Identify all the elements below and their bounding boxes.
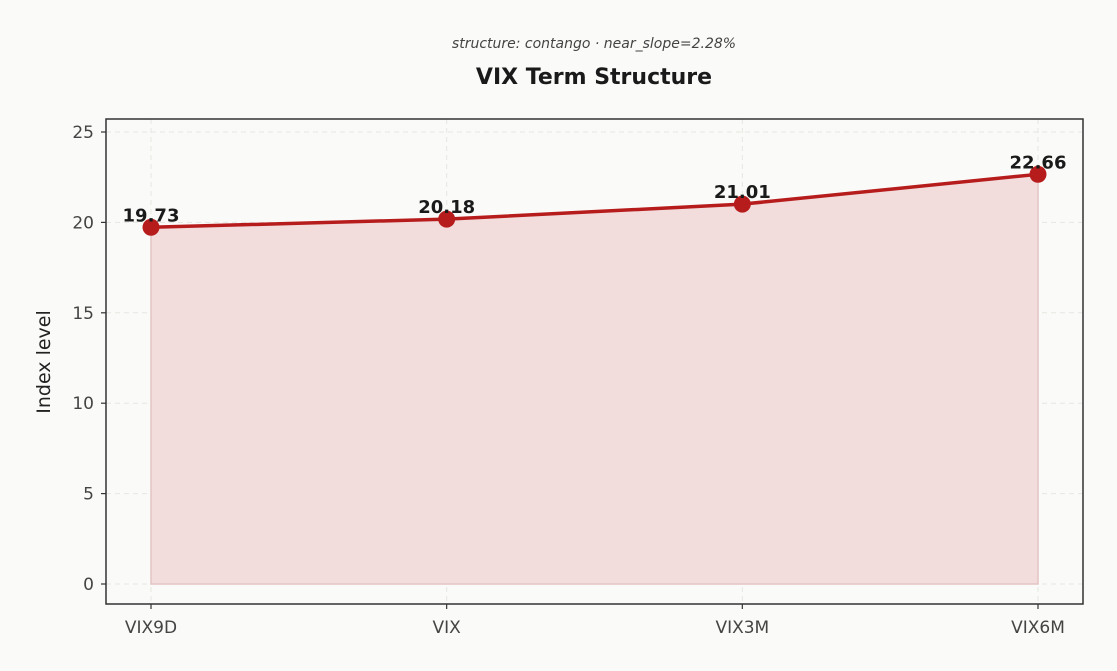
- data-label: 19.73: [123, 205, 180, 226]
- x-tick-label: VIX3M: [715, 618, 769, 638]
- data-label-layer: 19.73 20.18 21.01 22.66: [123, 152, 1067, 226]
- chart-title: VIX Term Structure: [476, 65, 712, 90]
- plot-frame: [105, 118, 1084, 605]
- data-point: [142, 218, 160, 236]
- y-tick-label: 0: [83, 575, 94, 595]
- x-tick-label: VIX6M: [1011, 618, 1065, 638]
- x-tick-label: VIX9D: [125, 618, 177, 638]
- area-layer: [150, 173, 1039, 585]
- series-area: [150, 173, 1039, 585]
- y-axis: 0 5 10 15 20 25: [72, 123, 106, 595]
- y-tick-label: 10: [72, 394, 94, 414]
- data-label: 22.66: [1010, 152, 1067, 173]
- data-point: [438, 210, 456, 228]
- data-point: [733, 195, 751, 213]
- y-axis-label: Index level: [33, 310, 55, 414]
- y-tick-label: 20: [72, 213, 94, 233]
- data-point: [1029, 165, 1047, 183]
- y-tick-label: 15: [72, 304, 94, 324]
- data-label: 21.01: [714, 182, 771, 203]
- line-layer: [150, 172, 1039, 230]
- point-layer: [142, 165, 1047, 236]
- series-line: [150, 172, 1039, 230]
- y-tick-label: 5: [83, 485, 94, 505]
- y-tick-label: 25: [72, 123, 94, 143]
- data-label: 20.18: [418, 197, 475, 218]
- x-tick-label: VIX: [433, 618, 462, 638]
- chart-subtitle: structure: contango · near_slope=2.28%: [452, 36, 736, 52]
- x-axis: VIX9D VIX VIX3M VIX6M: [125, 604, 1065, 638]
